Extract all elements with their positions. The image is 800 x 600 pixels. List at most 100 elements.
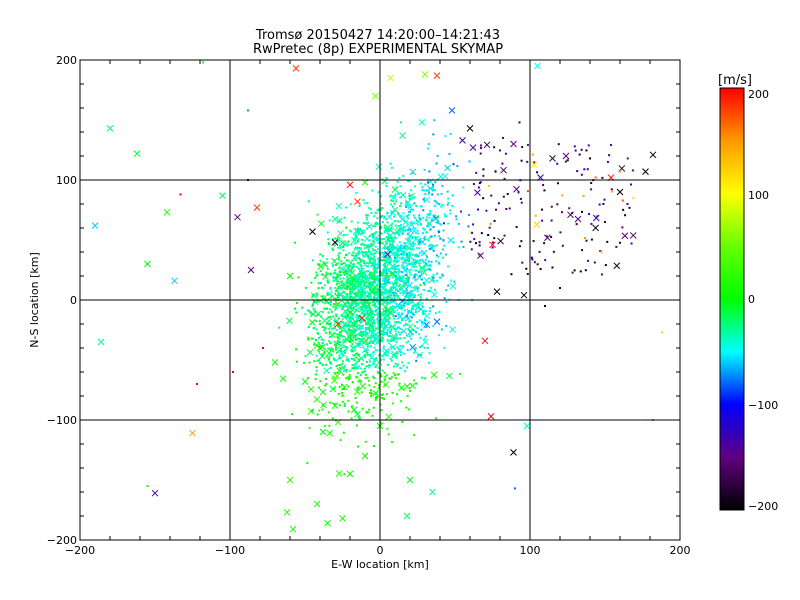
- data-point-dot: [377, 191, 380, 194]
- data-point-dot: [325, 271, 328, 274]
- data-point-dot: [444, 215, 447, 218]
- data-point-dot: [331, 265, 334, 268]
- data-point-dot: [399, 321, 402, 324]
- data-point-dot: [396, 251, 399, 254]
- data-point-dot: [388, 296, 391, 299]
- data-point-dot: [403, 301, 406, 304]
- data-point-dot: [371, 287, 374, 290]
- data-point-dot: [447, 222, 450, 225]
- data-point-dot: [436, 244, 439, 247]
- data-point-dot: [391, 391, 394, 394]
- data-point-dot: [321, 273, 324, 276]
- data-point-dot: [372, 266, 375, 269]
- data-point-dot: [329, 362, 332, 365]
- data-point-dot: [370, 262, 373, 265]
- data-point-dot: [386, 302, 389, 305]
- data-point-dot: [391, 276, 394, 279]
- data-point-dot: [343, 349, 346, 352]
- data-point-dot: [439, 237, 442, 240]
- data-point-dot: [398, 382, 401, 385]
- data-point-dot: [539, 267, 542, 270]
- y-tick-label: −200: [47, 534, 77, 547]
- data-point-dot: [332, 315, 335, 318]
- data-point-dot: [371, 248, 374, 251]
- data-point-dot: [360, 250, 363, 253]
- data-point-dot: [398, 373, 401, 376]
- data-point-dot: [433, 199, 436, 202]
- data-point-dot: [340, 347, 343, 350]
- data-point-dot: [358, 337, 361, 340]
- data-point-dot: [381, 333, 384, 336]
- data-point-dot: [365, 286, 368, 289]
- data-point-dot: [447, 265, 450, 268]
- data-point-dot: [370, 244, 373, 247]
- data-point-dot: [336, 339, 339, 342]
- data-point-dot: [380, 302, 383, 305]
- data-point-dot: [365, 214, 368, 217]
- data-point-dot: [383, 263, 386, 266]
- data-point-dot: [409, 295, 412, 298]
- data-point-dot: [336, 351, 339, 354]
- data-point-dot: [442, 248, 445, 251]
- data-point-dot: [375, 237, 378, 240]
- data-point-dot: [408, 263, 411, 266]
- data-point-dot: [332, 357, 335, 360]
- data-point-dot: [365, 251, 368, 254]
- data-point-cross: [408, 192, 415, 200]
- data-point-dot: [405, 269, 408, 272]
- data-point-dot: [398, 241, 401, 244]
- data-point-dot: [365, 277, 368, 280]
- data-point-dot: [381, 207, 384, 210]
- data-point-dot: [374, 398, 377, 401]
- data-point-dot: [358, 270, 361, 273]
- data-point-dot: [352, 251, 355, 254]
- data-point-dot: [347, 314, 350, 317]
- data-point-dot: [389, 291, 392, 294]
- data-point-dot: [581, 210, 584, 213]
- data-point-dot: [406, 282, 409, 285]
- data-point-dot: [430, 264, 433, 267]
- data-point-dot: [323, 327, 326, 330]
- data-point-dot: [406, 214, 409, 217]
- data-point-dot: [396, 181, 399, 184]
- data-point-dot: [374, 222, 377, 225]
- data-point-dot: [433, 119, 436, 122]
- data-point-dot: [341, 354, 344, 357]
- data-point-dot: [312, 259, 315, 262]
- data-point-dot: [389, 300, 392, 303]
- data-point-dot: [196, 383, 198, 385]
- data-point-dot: [373, 301, 376, 304]
- data-point-dot: [373, 264, 376, 267]
- data-point-cross: [354, 198, 361, 205]
- data-point-cross: [420, 319, 428, 327]
- data-point-dot: [621, 199, 624, 202]
- data-point-dot: [351, 285, 354, 288]
- data-point-dot: [336, 274, 339, 277]
- data-point-dot: [320, 286, 323, 289]
- data-point-cross: [387, 308, 394, 316]
- data-point-dot: [322, 287, 325, 290]
- data-point-dot: [393, 257, 396, 260]
- data-point-dot: [413, 324, 416, 327]
- data-point-cross: [391, 186, 399, 193]
- data-point-dot: [372, 272, 375, 275]
- data-point-dot: [382, 314, 385, 317]
- data-point-dot: [370, 265, 373, 268]
- data-point-dot: [342, 271, 345, 274]
- data-point-cross: [433, 318, 441, 325]
- data-point-dot: [609, 143, 612, 146]
- data-point-dot: [373, 252, 376, 255]
- data-point-dot: [371, 392, 374, 395]
- data-point-dot: [342, 340, 345, 343]
- data-point-dot: [364, 320, 367, 323]
- data-point-cross: [407, 227, 415, 235]
- data-point-dot: [399, 196, 402, 199]
- data-point-dot: [393, 321, 396, 324]
- data-point-dot: [376, 275, 379, 278]
- data-point-dot: [385, 311, 388, 314]
- data-point-dot: [582, 195, 585, 198]
- data-point-dot: [414, 279, 417, 282]
- data-point-dot: [349, 329, 352, 332]
- data-point-dot: [359, 339, 362, 342]
- data-point-dot: [317, 287, 320, 290]
